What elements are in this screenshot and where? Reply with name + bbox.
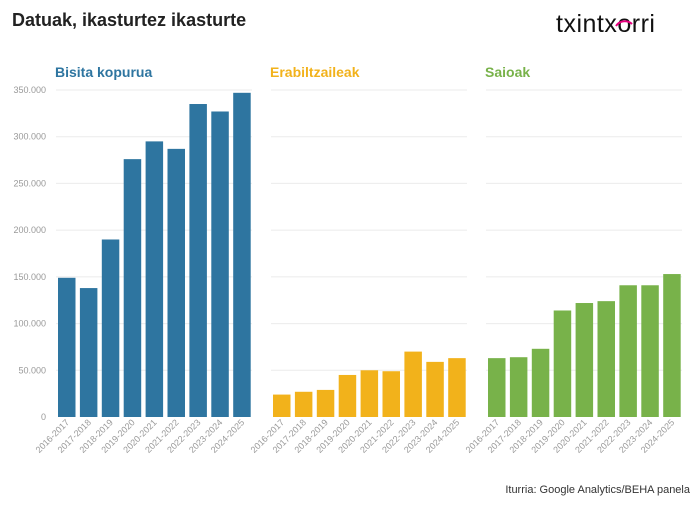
- panel-title: Bisita kopurua: [55, 64, 152, 80]
- y-tick-label: 50.000: [18, 365, 46, 375]
- txintxarri-logo: txintxo rri: [556, 10, 655, 39]
- bar: [575, 303, 594, 417]
- bar: [316, 389, 335, 417]
- y-tick-label: 100.000: [13, 319, 46, 329]
- logo-text-before: txintx: [556, 10, 618, 38]
- bar: [488, 358, 506, 417]
- bar: [597, 301, 615, 417]
- bar: [211, 111, 229, 417]
- bar: [233, 92, 251, 417]
- bar: [641, 285, 659, 417]
- logo-mark: o: [615, 10, 634, 39]
- bar: [294, 391, 313, 417]
- bar: [58, 277, 76, 417]
- chart-title: Datuak, ikasturtez ikasturte: [12, 10, 247, 30]
- bar: [509, 357, 528, 417]
- bar: [619, 285, 637, 417]
- y-tick-label: 200.000: [13, 225, 46, 235]
- bar: [123, 159, 142, 417]
- y-tick-label: 250.000: [13, 178, 46, 188]
- bar: [338, 374, 357, 417]
- y-tick-label: 0: [41, 412, 46, 422]
- bar: [448, 358, 466, 417]
- bar: [167, 148, 185, 418]
- y-tick-label: 350.000: [13, 85, 46, 95]
- bar: [145, 141, 164, 417]
- bar: [79, 288, 98, 417]
- y-tick-label: 300.000: [13, 132, 46, 142]
- bar: [382, 371, 400, 417]
- bar: [360, 370, 379, 417]
- y-tick-label: 150.000: [13, 272, 46, 282]
- bar: [663, 274, 681, 417]
- bar: [531, 348, 550, 417]
- logo-swoosh-icon: [615, 20, 634, 27]
- bar: [273, 394, 291, 417]
- panel-title: Saioak: [485, 64, 530, 80]
- bar: [101, 239, 120, 417]
- panel-title: Erabiltzaileak: [270, 64, 360, 80]
- logo-text-mark: o: [617, 10, 632, 38]
- bar: [404, 351, 422, 417]
- bar: [189, 104, 207, 417]
- source-note: Iturria: Google Analytics/BEHA panela: [505, 484, 690, 496]
- logo-text-after: rri: [631, 10, 656, 38]
- bar: [553, 310, 572, 417]
- bar: [426, 361, 444, 417]
